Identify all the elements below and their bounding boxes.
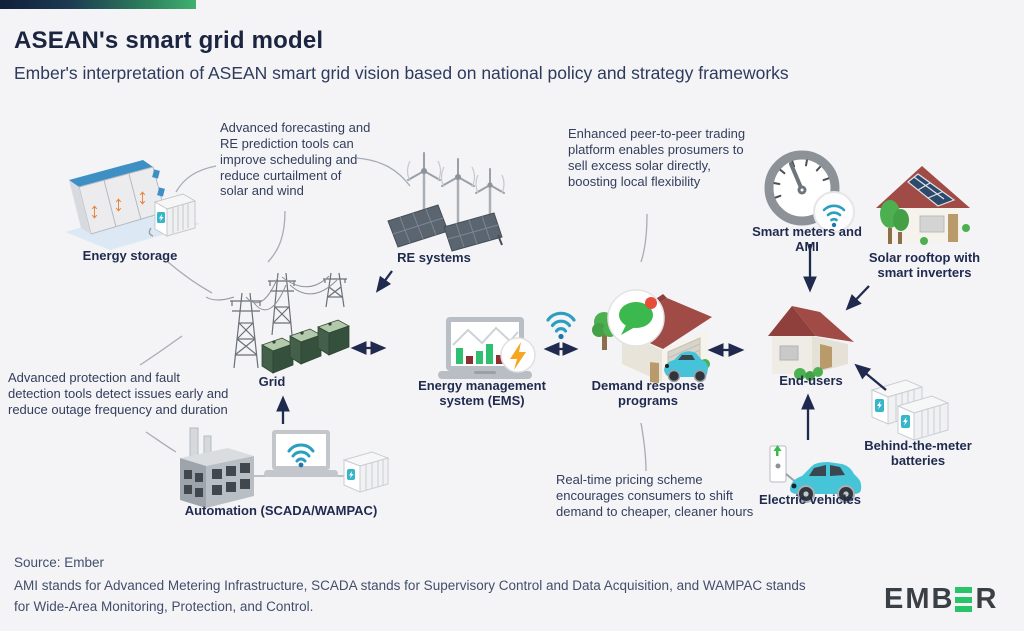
end-users-label: End-users	[779, 373, 843, 388]
electric-vehicles-label: Electric vehicles	[759, 492, 861, 507]
smart-meters-icon	[764, 150, 855, 233]
electric-vehicles-icon	[769, 445, 862, 503]
grid-label: Grid	[258, 374, 286, 389]
solar-rooftop-icon	[876, 166, 970, 245]
ems-icon	[438, 317, 536, 379]
arrow-solar-to-endusers	[845, 285, 870, 311]
arrow-re-to-grid	[375, 270, 393, 293]
arrow-batteries-to-endusers	[854, 363, 887, 391]
ems-label: Energy management system (EMS)	[418, 378, 546, 409]
annotation-peer-to-peer: Enhanced peer-to-peer trading platform e…	[568, 126, 746, 189]
automation-icon	[180, 427, 390, 508]
end-users-icon	[768, 306, 854, 381]
grid-icon	[205, 272, 350, 374]
page-subtitle: Ember's interpretation of ASEAN smart gr…	[14, 63, 789, 83]
energy-storage-icon: ↕ ↕ ↕	[65, 160, 200, 250]
footnote-text: AMI stands for Advanced Metering Infrast…	[14, 578, 806, 614]
svg-text:↕: ↕	[89, 198, 100, 223]
page-title: ASEAN's smart grid model	[14, 27, 324, 54]
smart-meters-label: Smart meters and AMI	[752, 224, 862, 255]
re-systems-icon	[387, 152, 505, 252]
automation-label: Automation (SCADA/WAMPAC)	[184, 503, 378, 518]
ember-logo-text-left: EMB	[884, 583, 955, 615]
re-systems-label: RE systems	[397, 250, 471, 265]
flow-lines	[276, 244, 887, 440]
ember-logo-green-e-icon	[955, 587, 973, 612]
btm-batteries-icon	[870, 379, 950, 441]
btm-batteries-label: Behind-the-meter batteries	[864, 438, 972, 469]
source-text: Source: Ember	[14, 555, 105, 570]
wifi-link-icon	[546, 311, 576, 340]
ember-logo-text-right: R	[975, 583, 999, 615]
svg-text:↕: ↕	[137, 184, 148, 209]
annotation-real-time-pricing: Real-time pricing scheme encourages cons…	[556, 472, 754, 519]
demand-response-icon	[592, 289, 712, 384]
ember-logo: EMB R	[884, 583, 998, 616]
annotation-connectors	[139, 157, 648, 472]
energy-storage-label: Energy storage	[82, 248, 178, 263]
solar-rooftop-label: Solar rooftop with smart inverters	[868, 250, 981, 281]
annotation-fault-detection: Advanced protection and fault detection …	[8, 370, 229, 417]
annotation-forecasting: Advanced forecasting and RE prediction t…	[220, 120, 371, 199]
demand-response-label: Demand response programs	[591, 378, 705, 409]
svg-text:↕: ↕	[113, 191, 124, 216]
brand-gradient-bar	[0, 0, 196, 9]
